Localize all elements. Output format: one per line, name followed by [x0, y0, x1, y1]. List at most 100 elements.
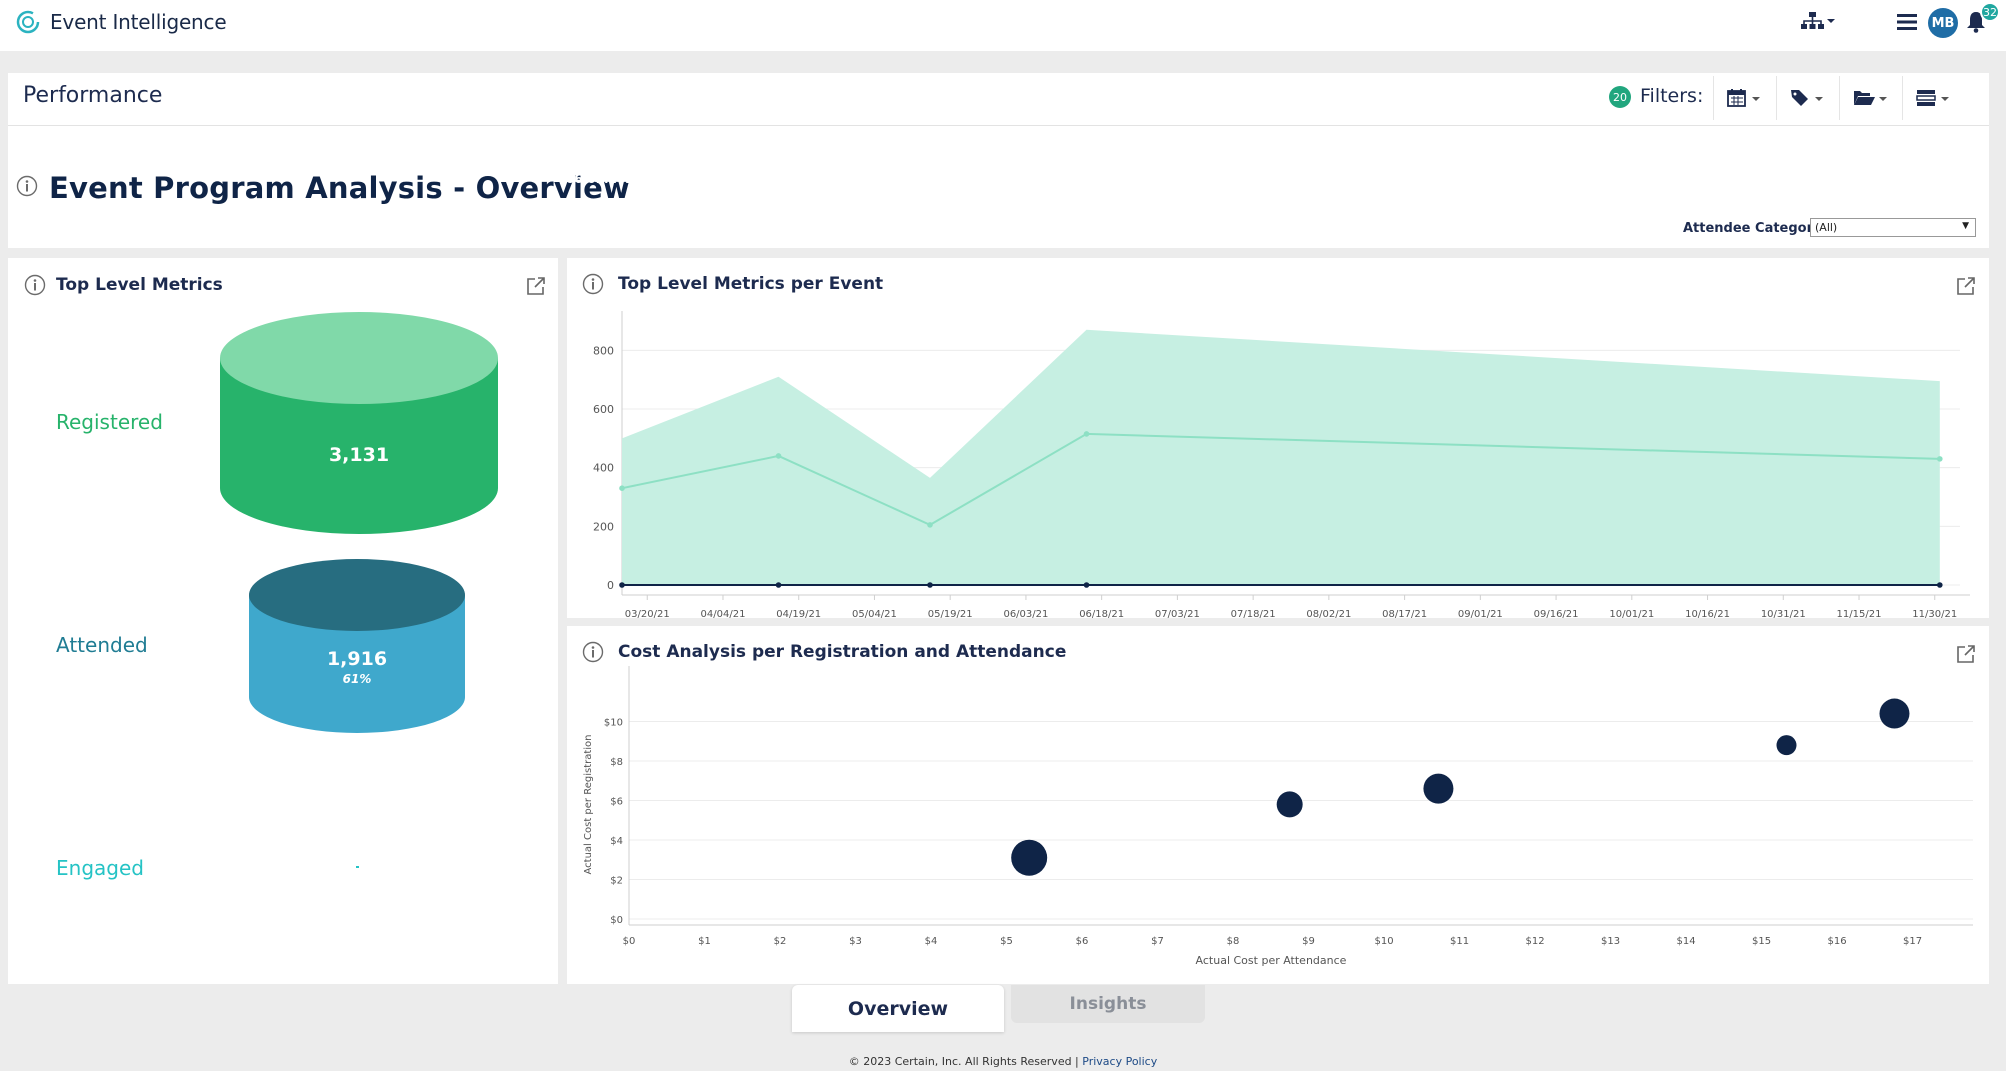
x-tick-label: $10	[1375, 936, 1394, 947]
view-options-button[interactable]	[1902, 76, 1964, 120]
x-tick-label: $11	[1450, 936, 1469, 947]
data-point[interactable]	[775, 453, 782, 459]
folder-open-icon	[1853, 91, 1887, 105]
y-tick-label: $6	[610, 796, 623, 807]
event-tab-name: Webinar - Aligning Data Strategy with Bu…	[1810, 142, 1939, 186]
scatter-point[interactable]	[1011, 839, 1048, 876]
tab-insights[interactable]: Insights	[1011, 985, 1205, 1023]
y-tick-label: $0	[610, 915, 623, 926]
event-tabs: Webinar - From Process to Digital Transf…	[558, 136, 1963, 209]
hamburger-icon	[1897, 14, 1917, 30]
event-tab[interactable]: Webinar - Aligning Data Strategy with Bu…	[1802, 136, 1963, 209]
y-tick-label: 0	[607, 579, 614, 592]
data-point[interactable]	[1937, 456, 1943, 462]
data-point[interactable]	[619, 582, 625, 588]
y-tick-label: 200	[593, 520, 614, 533]
x-tick-label: 06/03/21	[1003, 609, 1048, 618]
date-filter-button[interactable]	[1713, 76, 1775, 120]
event-tab-name: Webinar - Transforming digital experienc…	[955, 142, 1241, 171]
copyright-text: © 2023 Certain, Inc. All Rights Reserved…	[848, 1055, 1083, 1068]
registered-value: 3,131	[328, 444, 390, 466]
x-tick-label: 07/03/21	[1155, 609, 1200, 618]
x-tick-label: 10/16/21	[1685, 609, 1730, 618]
data-point[interactable]	[1083, 582, 1090, 588]
attendee-category-select[interactable]: (All) ▼	[1810, 218, 1976, 237]
x-tick-label: $15	[1752, 936, 1771, 947]
external-link-icon[interactable]	[526, 276, 546, 296]
footer: © 2023 Certain, Inc. All Rights Reserved…	[0, 1055, 2006, 1068]
x-tick-label: $3	[849, 936, 862, 947]
scatter-point[interactable]	[1879, 698, 1910, 729]
x-tick-label: 05/19/21	[928, 609, 973, 618]
data-point[interactable]	[1937, 582, 1943, 588]
user-avatar[interactable]: MB	[1928, 8, 1958, 38]
info-icon[interactable]	[16, 175, 38, 197]
external-link-icon[interactable]	[1956, 276, 1976, 296]
x-tick-label: 06/18/21	[1079, 609, 1124, 618]
tag-filter-button[interactable]	[1776, 76, 1838, 120]
metrics-per-event-panel: Top Level Metrics per Event 0 200 400 600 80…	[567, 258, 1989, 618]
data-point[interactable]	[1083, 431, 1090, 437]
header-divider	[8, 125, 1989, 126]
panel-title: Top Level Metrics per Event	[618, 274, 884, 294]
x-axis-label: Actual Cost per Attendance	[1196, 954, 1347, 967]
cost-analysis-panel: Cost Analysis per Registration and Atten…	[567, 626, 1989, 984]
filter-count-badge: 20	[1609, 86, 1631, 108]
attendee-category-value: (All)	[1815, 221, 1838, 234]
chevron-down-icon: ▼	[1962, 221, 1969, 231]
x-tick-label: 05/04/21	[852, 609, 897, 618]
registered-cylinder: 3,131	[220, 312, 498, 534]
event-tab-name: Webinar - From Process to Digital Transf…	[566, 142, 931, 171]
x-tick-label: $5	[1000, 936, 1013, 947]
x-tick-label: $6	[1076, 936, 1089, 947]
panel-title: Top Level Metrics	[56, 275, 223, 295]
event-tab[interactable]: Webinar - From Process to Digital Transf…	[558, 136, 947, 209]
area-series	[622, 329, 1940, 585]
privacy-policy-link[interactable]: Privacy Policy	[1082, 1055, 1158, 1068]
event-tab[interactable]: Webinar - Transforming digital experienc…	[947, 136, 1267, 209]
x-tick-label: $0	[623, 936, 636, 947]
brand[interactable]: Event Intelligence	[16, 10, 227, 34]
y-tick-label: 400	[593, 462, 614, 475]
x-tick-label: 09/16/21	[1534, 609, 1579, 618]
x-tick-label: $14	[1677, 936, 1696, 947]
x-tick-label: 08/17/21	[1382, 609, 1427, 618]
x-tick-label: $4	[925, 936, 938, 947]
panel-title: Cost Analysis per Registration and Atten…	[618, 642, 1067, 662]
sitemap-dropdown[interactable]	[1800, 11, 1836, 31]
y-tick-label: 800	[593, 344, 614, 357]
attended-value: 1,916	[326, 648, 388, 670]
info-icon[interactable]	[24, 274, 46, 296]
event-tab-date: 04.01.2021	[955, 172, 1031, 186]
x-tick-label: 04/04/21	[701, 609, 746, 618]
y-tick-label: $10	[604, 717, 623, 728]
event-tab[interactable]: Webinar - Building a resilient data and …	[1267, 136, 1580, 209]
page-title: Event Program Analysis - Overview	[49, 171, 631, 205]
info-icon[interactable]	[582, 273, 604, 295]
x-tick-label: 03/20/21	[625, 609, 670, 618]
tab-overview[interactable]: Overview	[792, 985, 1004, 1032]
filters-label: Filters:	[1640, 85, 1704, 107]
data-point[interactable]	[927, 582, 933, 588]
tag-icon	[1790, 90, 1823, 106]
notification-count-badge: 32	[1980, 2, 2000, 22]
external-link-icon[interactable]	[1956, 644, 1976, 664]
sitemap-icon	[1801, 12, 1835, 29]
attendee-category-label: Attendee Category:	[1683, 221, 1827, 236]
x-tick-label: $16	[1828, 936, 1847, 947]
scatter-point[interactable]	[1276, 791, 1303, 818]
x-tick-label: 10/31/21	[1761, 609, 1806, 618]
main-menu-button[interactable]	[1897, 13, 1917, 31]
y-tick-label: $2	[610, 875, 623, 886]
attended-label: Attended	[56, 633, 148, 657]
info-icon[interactable]	[582, 641, 604, 663]
event-tab[interactable]: Webinar - Fireside chat with AI Guru Mik…	[1580, 136, 1802, 209]
data-point[interactable]	[927, 522, 933, 528]
folder-filter-button[interactable]	[1839, 76, 1901, 120]
data-point[interactable]	[619, 485, 625, 491]
data-point[interactable]	[775, 582, 782, 588]
event-tab-date: 12.01.2021	[1275, 172, 1351, 186]
scatter-point[interactable]	[1423, 773, 1454, 804]
top-bar: Event Intelligence MB 32	[0, 0, 2006, 51]
scatter-point[interactable]	[1776, 735, 1797, 756]
